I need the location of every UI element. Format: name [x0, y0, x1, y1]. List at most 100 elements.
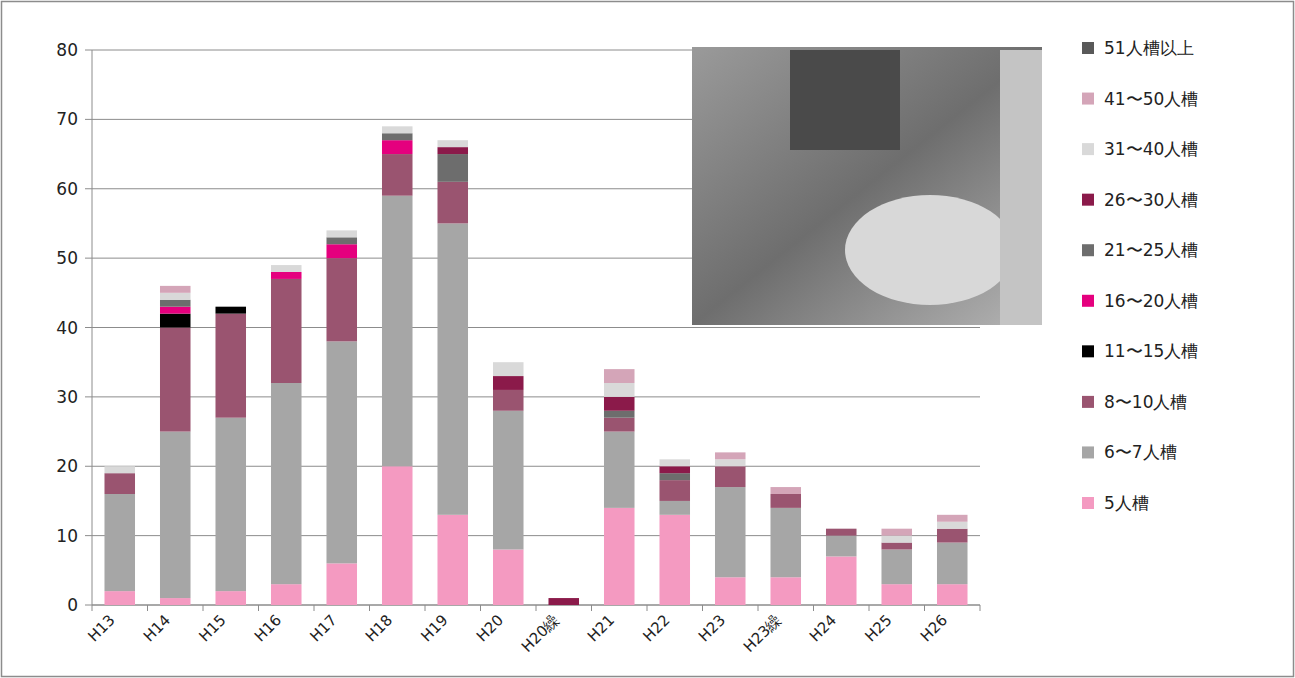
bar [215, 418, 246, 591]
legend-label: 16〜20人槽 [1104, 291, 1198, 311]
bar [215, 306, 246, 307]
x-tick [813, 605, 814, 611]
bar [548, 598, 579, 605]
bar [271, 383, 302, 584]
bar [437, 223, 468, 514]
legend-swatch [1082, 295, 1094, 307]
bar [826, 528, 857, 529]
bar [215, 307, 246, 314]
bar [160, 286, 191, 293]
bar [326, 563, 357, 605]
bar [826, 529, 857, 536]
bar [715, 459, 746, 466]
bar [326, 230, 357, 237]
x-tick-label: H24 [806, 611, 840, 645]
x-tick-label: H13 [84, 611, 118, 645]
bar [215, 314, 246, 418]
legend-label: 26〜30人槽 [1104, 190, 1198, 210]
x-tick [425, 605, 426, 611]
bar [659, 501, 690, 515]
grid [92, 50, 980, 605]
bar [604, 508, 635, 605]
bar [382, 154, 413, 196]
bar [160, 293, 191, 300]
legend-swatch [1082, 345, 1094, 357]
photo-shape [790, 50, 900, 150]
bar [271, 265, 302, 266]
bar [659, 459, 690, 460]
y-tick [85, 466, 92, 467]
chart: 01020304050607080H13H14H15H16H17H18H19H2… [0, 0, 1295, 678]
y-tick-label: 20 [56, 456, 78, 476]
x-tick [92, 605, 93, 611]
bar [493, 376, 524, 390]
bar [271, 279, 302, 383]
bar [881, 550, 912, 585]
bar [326, 244, 357, 258]
y-axis [92, 50, 93, 605]
x-tick-label: H26 [917, 611, 951, 645]
series [160, 307, 246, 328]
bar [770, 494, 801, 508]
bar [604, 411, 635, 418]
y-tick [85, 119, 92, 120]
bar [215, 306, 246, 307]
x-tick-label: H14 [140, 611, 174, 645]
bar [770, 577, 801, 605]
x-tick [536, 605, 537, 611]
legend-label: 5人槽 [1104, 493, 1149, 513]
bar [437, 515, 468, 605]
bar [326, 230, 357, 231]
bar [659, 459, 690, 460]
bar [715, 452, 746, 459]
bar [715, 577, 746, 605]
bar [826, 556, 857, 605]
legend-swatch [1082, 244, 1094, 256]
bar [493, 390, 524, 411]
y-tick-label: 40 [56, 318, 78, 338]
bar [160, 432, 191, 599]
y-tick [85, 327, 92, 328]
bar [215, 306, 246, 307]
x-tick-label: H15 [195, 611, 229, 645]
bar [770, 487, 801, 494]
y-tick [85, 188, 92, 189]
x-tick [758, 605, 759, 611]
bar [382, 140, 413, 154]
bar [437, 140, 468, 141]
legend-swatch [1082, 446, 1094, 458]
legend-swatch [1082, 143, 1094, 155]
legend-swatch [1082, 93, 1094, 105]
bar [937, 543, 968, 585]
bar [604, 369, 635, 370]
bar [271, 272, 302, 279]
bar [160, 307, 191, 314]
bar [826, 528, 857, 529]
y-tick [85, 605, 92, 606]
bar [548, 598, 579, 599]
legend-swatch [1082, 497, 1094, 509]
bar [326, 258, 357, 341]
y-tick-label: 10 [56, 526, 78, 546]
bar [437, 154, 468, 182]
x-tick-label: H20 [473, 611, 507, 645]
bar [215, 306, 246, 307]
bar [881, 543, 912, 550]
series [104, 196, 967, 598]
bar [326, 230, 357, 231]
bar [215, 306, 246, 307]
bar [493, 411, 524, 550]
x-tick [258, 605, 259, 611]
bar [604, 418, 635, 432]
bar [382, 196, 413, 467]
bar [382, 466, 413, 605]
x-tick [591, 605, 592, 611]
bar [659, 466, 690, 473]
bar [437, 140, 468, 141]
bar [715, 452, 746, 453]
bar [271, 265, 302, 266]
bar [826, 528, 857, 529]
legend-swatch [1082, 42, 1094, 54]
bars [104, 126, 967, 605]
bar [881, 529, 912, 536]
